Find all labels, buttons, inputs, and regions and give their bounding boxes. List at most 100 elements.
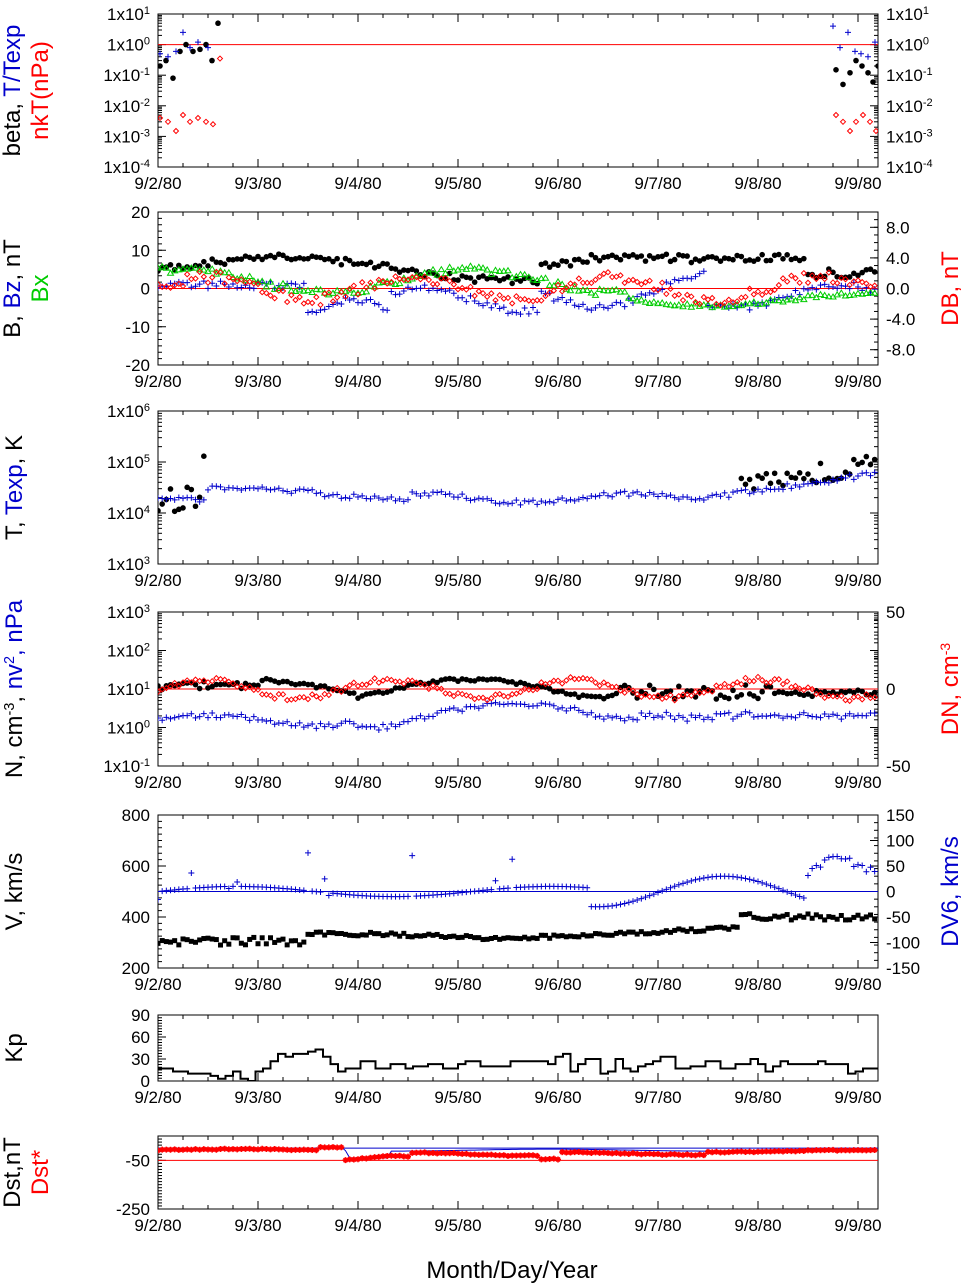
texp-point: [213, 483, 220, 490]
db-point: [258, 289, 266, 296]
b-point: [238, 256, 245, 262]
dn-point: [208, 678, 216, 685]
db-point: [421, 273, 428, 280]
dv6-point: [771, 884, 778, 891]
dv6-point: [755, 878, 761, 885]
v-point: [547, 935, 553, 941]
b-point: [588, 251, 595, 258]
dv6-point: [842, 855, 849, 862]
dn-point: [475, 694, 483, 702]
nv2-point: [475, 705, 482, 712]
bz-point: [675, 277, 682, 284]
n-point: [342, 688, 349, 694]
texp-point: [705, 494, 711, 501]
dst--point: [784, 1147, 791, 1154]
dn-point: [417, 680, 424, 688]
bz-point: [371, 300, 378, 307]
nv2-point: [788, 713, 795, 720]
dn-point: [254, 686, 262, 693]
n-point: [759, 688, 765, 695]
b-point: [280, 252, 286, 259]
v-point: [526, 936, 532, 942]
nv2-point: [871, 710, 878, 717]
bz-point: [313, 309, 320, 316]
dn-point: [396, 678, 403, 685]
nv2-point: [725, 709, 732, 716]
dv6-point: [663, 886, 670, 893]
db-point: [233, 277, 241, 285]
texp-point: [842, 474, 849, 481]
x-tick-label: 9/3/80: [234, 773, 281, 792]
x-tick-label: 9/8/80: [734, 174, 781, 193]
db-point: [800, 269, 808, 277]
dst--point: [550, 1155, 557, 1162]
db-point: [275, 287, 283, 294]
b-point: [363, 261, 370, 268]
y2-tick-label: 50: [886, 603, 905, 622]
v-point: [505, 935, 511, 941]
bx-point: [604, 286, 612, 294]
b-point: [613, 254, 620, 261]
n-point: [451, 676, 457, 682]
nv2-point: [430, 713, 436, 720]
bz-point: [438, 286, 445, 293]
texp-point: [384, 495, 391, 502]
v-point: [534, 935, 540, 941]
dv6-point: [613, 902, 620, 909]
b-point: [301, 256, 307, 262]
bz-point: [334, 299, 341, 306]
texp-point: [346, 495, 353, 502]
y-axis-title: Bx: [27, 274, 54, 302]
texp-point: [713, 491, 720, 498]
v-point: [855, 912, 861, 918]
t-point: [867, 461, 874, 468]
v-point: [555, 933, 561, 939]
dn-point: [383, 675, 391, 683]
dst--point: [492, 1152, 499, 1159]
v-point: [713, 924, 719, 930]
db-point: [521, 295, 528, 303]
b-point: [755, 256, 761, 262]
panel-velocity: 9/2/80 9/3/80 9/4/80 9/5/80 9/6/80 9/7/80 9/8/…: [122, 806, 920, 994]
v-point: [843, 917, 848, 923]
v-point: [793, 915, 798, 921]
db-point: [267, 292, 274, 299]
dst--point: [542, 1156, 549, 1163]
texp-point: [413, 490, 420, 497]
x-tick-label: 9/6/80: [534, 571, 581, 590]
db-point: [696, 300, 703, 308]
bz-point: [217, 278, 224, 285]
dn-point: [338, 688, 345, 695]
db-point: [588, 279, 595, 287]
dv6-point: [638, 895, 645, 902]
nv2-point: [596, 713, 603, 720]
bx-point: [158, 262, 167, 270]
db-point: [746, 285, 753, 292]
dn-point: [500, 692, 508, 700]
dst--point: [571, 1149, 578, 1156]
db-point: [513, 293, 520, 300]
db-point: [175, 280, 183, 288]
db-point: [250, 280, 258, 287]
texp-point: [488, 497, 495, 504]
dst--point: [755, 1148, 761, 1155]
nv2-point: [380, 721, 386, 728]
y-tick-label: 1x106: [107, 402, 150, 421]
dn-point: [567, 674, 574, 681]
db-point: [492, 297, 499, 304]
bx-point: [866, 288, 875, 295]
dv6-point: [230, 883, 236, 890]
v-point: [493, 934, 498, 940]
v-point: [530, 935, 536, 941]
texp-point: [438, 488, 445, 495]
nv2-point: [571, 704, 578, 711]
nv2-point: [346, 718, 353, 725]
db-point: [463, 286, 470, 293]
texp-point: [759, 488, 766, 495]
dv6-point: [767, 882, 774, 889]
v-point: [672, 927, 678, 933]
texp-point: [542, 499, 549, 506]
bz-point: [359, 299, 366, 306]
bx-point: [249, 277, 258, 284]
v-point: [243, 942, 248, 948]
